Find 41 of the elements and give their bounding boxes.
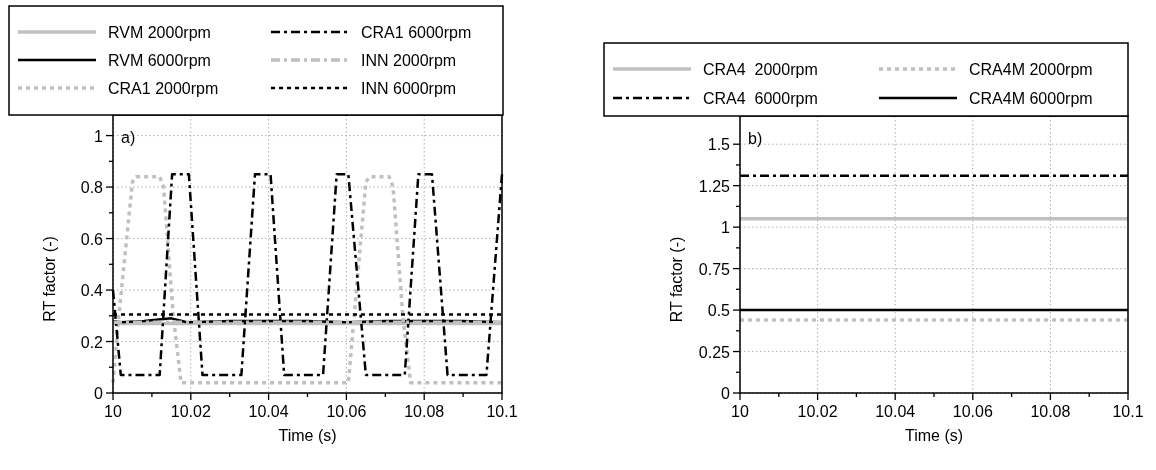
legend-label: CRA1 6000rpm xyxy=(361,24,472,41)
legend-label: CRA4 6000rpm xyxy=(703,90,818,107)
legend-label: CRA1 2000rpm xyxy=(108,80,219,97)
annotation: a) xyxy=(121,129,136,146)
y-tick-label: 0 xyxy=(94,385,104,402)
x-tick-label: 10.02 xyxy=(170,403,211,420)
legend-label: INN 6000rpm xyxy=(361,80,457,97)
x-axis-title: Time (s) xyxy=(278,427,337,444)
x-tick-label: 10.1 xyxy=(1112,403,1144,420)
y-tick-label: 1 xyxy=(94,127,104,145)
x-tick-label: 10.08 xyxy=(404,403,445,420)
y-axis-title: RT factor (-) xyxy=(41,236,58,322)
y-tick-label: 0.8 xyxy=(80,179,104,197)
x-tick-label: 10.06 xyxy=(326,403,367,420)
legend-label: CRA4M 6000rpm xyxy=(969,90,1093,107)
y-tick-label: 0.25 xyxy=(698,343,731,361)
y-tick-label: 1.5 xyxy=(707,136,731,154)
legend-label: RVM 6000rpm xyxy=(108,52,211,69)
x-tick-label: 10 xyxy=(731,403,749,420)
y-tick-label: 0.4 xyxy=(80,282,104,300)
y-tick-label: 1 xyxy=(721,219,731,237)
x-tick-label: 10.02 xyxy=(797,403,838,420)
x-tick-label: 10.06 xyxy=(952,403,993,420)
legend-label: INN 2000rpm xyxy=(361,52,457,69)
y-tick-label: 0.5 xyxy=(707,302,731,320)
annotation: b) xyxy=(748,130,763,147)
y-tick-label: 0 xyxy=(721,385,731,402)
y-tick-label: 0.2 xyxy=(80,333,104,351)
x-tick-label: 10 xyxy=(104,403,122,420)
y-tick-label: 0.75 xyxy=(698,260,731,278)
x-tick-label: 10.08 xyxy=(1030,403,1071,420)
legend-label: RVM 2000rpm xyxy=(108,24,211,41)
x-axis-title: Time (s) xyxy=(904,427,964,444)
x-tick-label: 10.04 xyxy=(248,403,289,420)
x-tick-label: 10.1 xyxy=(486,403,518,420)
y-tick-label: 1.25 xyxy=(698,177,731,195)
x-tick-label: 10.04 xyxy=(875,403,916,420)
y-axis-title: RT factor (-) xyxy=(668,236,685,323)
legend-label: CRA4M 2000rpm xyxy=(969,61,1093,78)
y-tick-label: 0.6 xyxy=(80,230,104,248)
legend-label: CRA4 2000rpm xyxy=(703,61,818,78)
